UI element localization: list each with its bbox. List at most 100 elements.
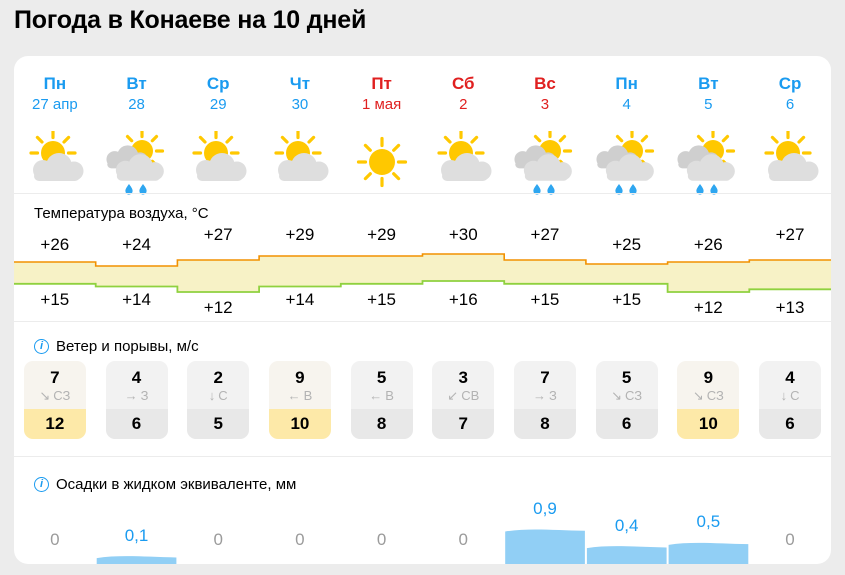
wind-card[interactable]: 4 → З 6	[105, 361, 168, 439]
wind-card[interactable]: 5 ← В 8	[350, 361, 413, 439]
day-column-7[interactable]: Пн 4	[586, 74, 668, 116]
day-column-9[interactable]: Ср 6	[749, 74, 831, 116]
temp-min-value: +15	[40, 290, 70, 309]
temp-min-value: +14	[285, 290, 315, 309]
wind-direction: ↓ С	[759, 388, 821, 404]
temp-max-value: +26	[693, 235, 723, 254]
day-name: Чт	[289, 74, 311, 93]
forecast-card: Пн 27 апр Вт 28 Ср 29 Чт 30 Пт 1 мая Сб …	[14, 56, 831, 564]
wind-card[interactable]: 5 ↘ СЗ 6	[595, 361, 658, 439]
day-date: 27 апр	[32, 96, 78, 113]
wind-direction: ← В	[351, 388, 413, 404]
wind-direction-label: СЗ	[706, 388, 724, 403]
precip-cell-0: 0	[14, 498, 96, 549]
wind-direction-label: С	[218, 388, 228, 403]
sun-behind-cloud-rain-icon	[96, 126, 178, 202]
wind-arrow-icon: →	[533, 388, 547, 403]
weather-icon-cell-0	[14, 126, 96, 202]
precip-cell-9: 0	[749, 498, 831, 549]
wind-gust: 6	[595, 409, 658, 439]
precip-cell-1: 0,1	[96, 498, 178, 545]
day-column-4[interactable]: Пт 1 мая	[341, 74, 423, 116]
weather-icon-cell-8	[668, 126, 750, 202]
weather-icon-cell-5	[422, 126, 504, 202]
wind-gust: 7	[432, 409, 495, 439]
page-title: Погода в Конаеве на 10 дней	[14, 6, 367, 34]
day-date: 2	[459, 96, 468, 113]
temp-max-value: +27	[530, 225, 560, 244]
wind-card-top: 7 ↘ СЗ	[23, 361, 86, 409]
weather-icon-cell-9	[749, 126, 831, 202]
wind-card[interactable]: 3 ↙ СВ 7	[432, 361, 495, 439]
precipitation-value: 0	[458, 530, 469, 549]
day-column-1[interactable]: Вт 28	[96, 74, 178, 116]
wind-card[interactable]: 4 ↓ С 6	[759, 361, 822, 439]
day-name: Сб	[452, 74, 475, 93]
day-date: 4	[622, 96, 631, 113]
temp-max-value: +29	[285, 225, 315, 244]
sun-behind-cloud-icon	[749, 126, 831, 202]
temperature-chart: +26 +24 +27 +29 +29 +30 +27 +25 +26 +27 …	[14, 225, 831, 317]
day-date: 29	[209, 96, 227, 113]
precip-cell-8: 0,5	[668, 498, 750, 531]
day-name: Пн	[615, 74, 638, 93]
wind-arrow-icon: →	[124, 388, 138, 403]
wind-gust: 10	[268, 409, 331, 439]
temp-min-cell-3: +14	[259, 288, 341, 314]
wind-direction: → З	[514, 388, 576, 404]
wind-cell-4: 5 ← В 8	[341, 361, 423, 439]
day-column-3[interactable]: Чт 30	[259, 74, 341, 116]
wind-speed: 5	[621, 368, 632, 387]
wind-card[interactable]: 9 ↘ СЗ 10	[677, 361, 740, 439]
temp-max-cell-7: +25	[586, 228, 668, 254]
wind-direction-label: З	[140, 388, 149, 403]
wind-direction: ↘ СЗ	[677, 388, 739, 404]
wind-arrow-icon: ↘	[611, 388, 623, 403]
precipitation-value: 0	[50, 530, 60, 549]
sun-behind-cloud-icon	[14, 126, 96, 202]
precipitation-bar	[668, 542, 749, 564]
day-column-6[interactable]: Вс 3	[504, 74, 586, 116]
wind-arrow-icon: ←	[369, 388, 383, 403]
info-icon[interactable]: i	[34, 339, 49, 354]
wind-speed: 7	[540, 368, 550, 387]
day-date: 3	[540, 96, 550, 113]
wind-direction-label: В	[303, 388, 313, 403]
wind-card[interactable]: 7 ↘ СЗ 12	[23, 361, 86, 439]
wind-arrow-icon: ↓	[208, 388, 216, 403]
precipitation-value: 0	[785, 530, 795, 549]
weather-icon-cell-7	[586, 126, 668, 202]
weather-icons-row	[14, 126, 831, 202]
wind-cell-8: 9 ↘ СЗ 10	[668, 361, 750, 439]
wind-cards-row: 7 ↘ СЗ 12 4 → З 6 2	[14, 361, 831, 439]
day-date: 5	[704, 96, 713, 113]
info-icon[interactable]: i	[34, 477, 49, 492]
wind-cell-3: 9 ← В 10	[259, 361, 341, 439]
wind-speed: 5	[376, 368, 387, 387]
precipitation-bar-chart	[96, 529, 749, 564]
wind-card[interactable]: 9 ← В 10	[268, 361, 331, 439]
wind-gust: 5	[187, 409, 250, 439]
wind-card-top: 4 → З	[105, 361, 168, 409]
wind-speed: 3	[458, 368, 469, 387]
temp-max-cell-3: +29	[259, 225, 341, 254]
wind-gust: 6	[759, 409, 822, 439]
wind-card[interactable]: 7 → З 8	[513, 361, 576, 439]
day-column-0[interactable]: Пн 27 апр	[14, 74, 96, 116]
wind-direction: ↘ СЗ	[24, 388, 86, 404]
precipitation-bar	[586, 546, 667, 564]
wind-label: Ветер и порывы, м/с	[56, 338, 199, 355]
precip-cell-3: 0	[259, 498, 341, 549]
day-column-8[interactable]: Вт 5	[668, 74, 750, 116]
day-column-2[interactable]: Ср 29	[177, 74, 259, 116]
temp-max-cell-2: +27	[177, 225, 259, 254]
day-name: Вс	[534, 74, 556, 93]
day-column-5[interactable]: Сб 2	[422, 74, 504, 116]
precipitation-label: Осадки в жидком эквиваленте, мм	[56, 476, 297, 493]
wind-cell-9: 4 ↓ С 6	[749, 361, 831, 439]
temp-min-row: +15 +14 +12 +14 +15 +16 +15 +15 +12 +13	[14, 288, 831, 317]
temp-max-cell-8: +26	[668, 228, 750, 254]
temp-min-cell-4: +15	[341, 288, 423, 314]
wind-card[interactable]: 2 ↓ С 5	[187, 361, 250, 439]
wind-gust: 8	[513, 409, 576, 439]
